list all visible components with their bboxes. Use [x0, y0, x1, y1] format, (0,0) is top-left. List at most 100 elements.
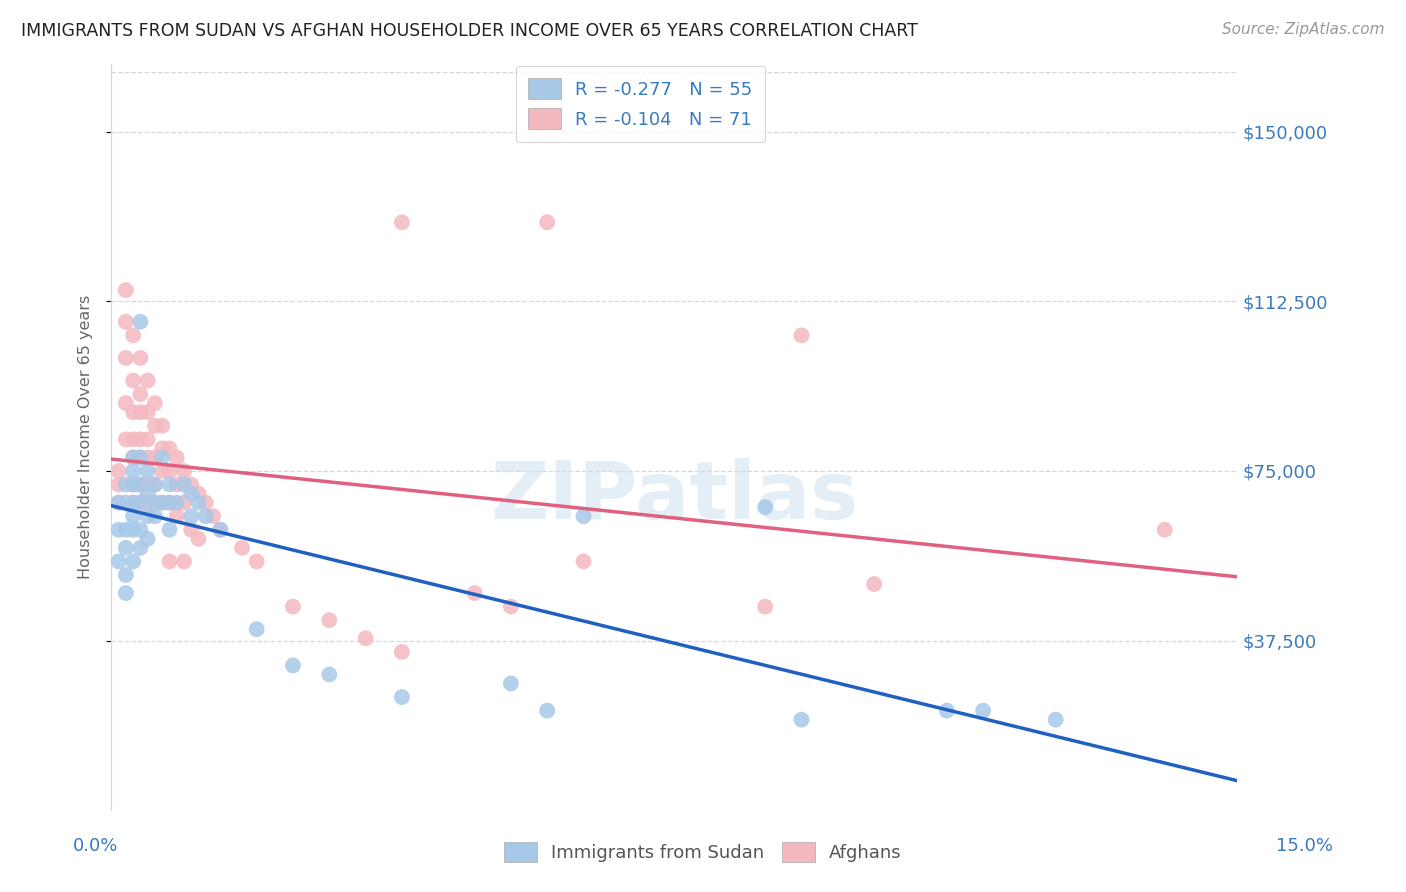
- Point: [150, 464, 173, 478]
- Point: [231, 541, 253, 555]
- Point: [115, 351, 138, 365]
- Point: [129, 523, 152, 537]
- Point: [129, 315, 152, 329]
- Point: [129, 450, 152, 465]
- Point: [194, 495, 217, 509]
- Point: [159, 523, 181, 537]
- Point: [194, 509, 217, 524]
- Point: [143, 509, 166, 524]
- Point: [166, 509, 188, 524]
- Point: [107, 477, 129, 491]
- Point: [150, 495, 173, 509]
- Point: [129, 387, 152, 401]
- Point: [150, 418, 173, 433]
- Point: [122, 509, 145, 524]
- Point: [246, 554, 269, 568]
- Point: [754, 500, 776, 515]
- Point: [107, 554, 129, 568]
- Point: [150, 495, 173, 509]
- Point: [143, 418, 166, 433]
- Point: [173, 477, 195, 491]
- Point: [107, 464, 129, 478]
- Point: [143, 495, 166, 509]
- Point: [159, 464, 181, 478]
- Point: [129, 477, 152, 491]
- Point: [572, 509, 595, 524]
- Point: [354, 632, 377, 646]
- Point: [122, 328, 145, 343]
- Point: [115, 396, 138, 410]
- Point: [159, 495, 181, 509]
- Point: [136, 433, 159, 447]
- Point: [115, 433, 138, 447]
- Point: [115, 315, 138, 329]
- Point: [143, 477, 166, 491]
- Point: [122, 495, 145, 509]
- Point: [180, 486, 202, 500]
- Point: [790, 713, 813, 727]
- Point: [115, 523, 138, 537]
- Text: Source: ZipAtlas.com: Source: ZipAtlas.com: [1222, 22, 1385, 37]
- Point: [246, 622, 269, 636]
- Legend: Immigrants from Sudan, Afghans: Immigrants from Sudan, Afghans: [496, 834, 910, 870]
- Point: [136, 405, 159, 419]
- Point: [499, 676, 522, 690]
- Point: [115, 477, 138, 491]
- Point: [754, 599, 776, 614]
- Point: [173, 464, 195, 478]
- Point: [122, 464, 145, 478]
- Point: [1153, 523, 1175, 537]
- Point: [129, 477, 152, 491]
- Point: [935, 704, 957, 718]
- Point: [187, 532, 209, 546]
- Point: [136, 495, 159, 509]
- Point: [143, 495, 166, 509]
- Point: [972, 704, 994, 718]
- Point: [143, 450, 166, 465]
- Point: [107, 495, 129, 509]
- Point: [122, 477, 145, 491]
- Point: [159, 477, 181, 491]
- Point: [136, 477, 159, 491]
- Text: IMMIGRANTS FROM SUDAN VS AFGHAN HOUSEHOLDER INCOME OVER 65 YEARS CORRELATION CHA: IMMIGRANTS FROM SUDAN VS AFGHAN HOUSEHOL…: [21, 22, 918, 40]
- Point: [173, 495, 195, 509]
- Text: 0.0%: 0.0%: [73, 837, 118, 855]
- Point: [129, 405, 152, 419]
- Point: [150, 442, 173, 456]
- Point: [143, 396, 166, 410]
- Point: [122, 374, 145, 388]
- Point: [209, 523, 232, 537]
- Point: [115, 283, 138, 297]
- Point: [202, 509, 225, 524]
- Point: [159, 495, 181, 509]
- Point: [790, 328, 813, 343]
- Point: [129, 351, 152, 365]
- Point: [122, 477, 145, 491]
- Point: [863, 577, 886, 591]
- Point: [129, 433, 152, 447]
- Point: [166, 450, 188, 465]
- Point: [173, 554, 195, 568]
- Point: [115, 541, 138, 555]
- Point: [129, 495, 152, 509]
- Point: [464, 586, 486, 600]
- Point: [187, 495, 209, 509]
- Point: [136, 509, 159, 524]
- Point: [129, 450, 152, 465]
- Point: [115, 586, 138, 600]
- Point: [159, 554, 181, 568]
- Point: [143, 477, 166, 491]
- Point: [122, 405, 145, 419]
- Point: [136, 464, 159, 478]
- Point: [1045, 713, 1067, 727]
- Point: [187, 486, 209, 500]
- Point: [107, 495, 129, 509]
- Point: [536, 215, 558, 229]
- Point: [391, 645, 413, 659]
- Text: ZIPatlas: ZIPatlas: [491, 458, 859, 536]
- Point: [122, 433, 145, 447]
- Point: [115, 495, 138, 509]
- Point: [129, 495, 152, 509]
- Point: [136, 486, 159, 500]
- Point: [391, 690, 413, 704]
